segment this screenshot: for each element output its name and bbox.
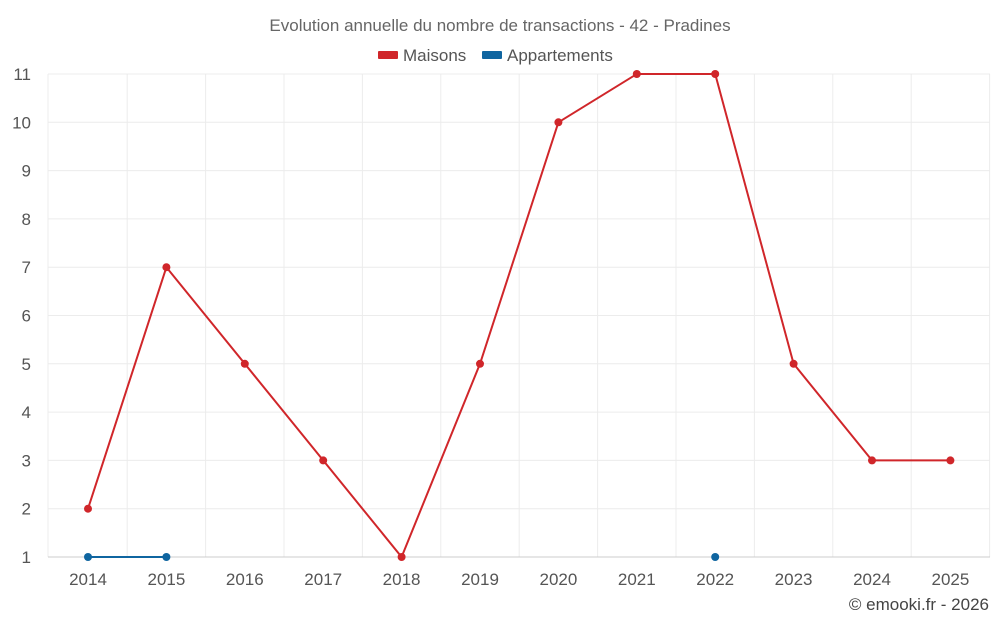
x-tick-label: 2025	[931, 570, 969, 589]
y-tick-label: 5	[22, 355, 31, 374]
y-tick-label: 11	[13, 65, 31, 84]
x-tick-label: 2021	[618, 570, 656, 589]
data-point-maisons[interactable]	[84, 504, 92, 513]
series-maisons	[84, 70, 955, 561]
x-tick-label: 2023	[775, 570, 813, 589]
legend-swatch-appartements	[482, 51, 502, 59]
data-point-maisons[interactable]	[476, 359, 484, 368]
data-point-maisons[interactable]	[397, 553, 406, 561]
x-tick-label: 2019	[461, 570, 499, 589]
x-tick-label: 2020	[539, 570, 577, 589]
y-tick-label: 8	[22, 210, 31, 229]
x-tick-label: 2014	[69, 570, 107, 589]
x-tick-label: 2016	[226, 570, 264, 589]
y-tick-label: 10	[12, 113, 31, 132]
data-point-appartements[interactable]	[711, 553, 720, 561]
data-point-maisons[interactable]	[789, 359, 798, 368]
y-tick-label: 3	[22, 451, 31, 470]
legend-label-appartements: Appartements	[507, 46, 613, 65]
y-tick-label: 7	[22, 258, 31, 277]
data-point-maisons[interactable]	[240, 359, 249, 368]
x-tick-label: 2017	[304, 570, 342, 589]
x-tick-label: 2022	[696, 570, 734, 589]
series-appartements	[84, 553, 720, 561]
y-tick-label: 2	[22, 500, 31, 519]
x-tick-label: 2018	[383, 570, 421, 589]
data-point-maisons[interactable]	[711, 70, 720, 78]
y-tick-label: 9	[22, 162, 31, 181]
series	[84, 70, 955, 561]
x-tick-label: 2015	[147, 570, 185, 589]
legend: Maisons Appartements	[378, 46, 613, 65]
chart-title: Evolution annuelle du nombre de transact…	[269, 16, 730, 35]
y-axis-ticks: 1 2 3 4 5 6 7 8 9 10 11	[12, 65, 31, 567]
data-point-maisons[interactable]	[162, 263, 171, 272]
x-tick-label: 2024	[853, 570, 891, 589]
grid	[47, 73, 991, 558]
legend-item-appartements[interactable]: Appartements	[482, 46, 613, 65]
data-point-appartements[interactable]	[162, 553, 171, 561]
legend-item-maisons[interactable]: Maisons	[378, 46, 466, 65]
data-point-maisons[interactable]	[632, 70, 641, 78]
data-point-appartements[interactable]	[84, 553, 92, 561]
data-point-maisons[interactable]	[319, 456, 328, 465]
data-point-maisons[interactable]	[868, 456, 876, 465]
data-point-maisons[interactable]	[554, 118, 563, 127]
y-tick-label: 1	[22, 548, 31, 567]
credit-text: © emooki.fr - 2026	[849, 595, 989, 614]
series-line-maisons	[87, 73, 951, 558]
y-tick-label: 4	[22, 403, 31, 422]
data-point-maisons[interactable]	[946, 456, 955, 465]
x-axis-ticks: 2014 2015 2016 2017 2018 2019 2020 2021 2022 2023…	[69, 570, 969, 589]
legend-label-maisons: Maisons	[403, 46, 466, 65]
legend-swatch-maisons	[378, 51, 398, 59]
y-tick-label: 6	[22, 307, 31, 326]
